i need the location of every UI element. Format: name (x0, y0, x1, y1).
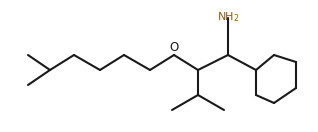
Text: O: O (169, 41, 179, 54)
Text: NH$_2$: NH$_2$ (217, 10, 239, 24)
